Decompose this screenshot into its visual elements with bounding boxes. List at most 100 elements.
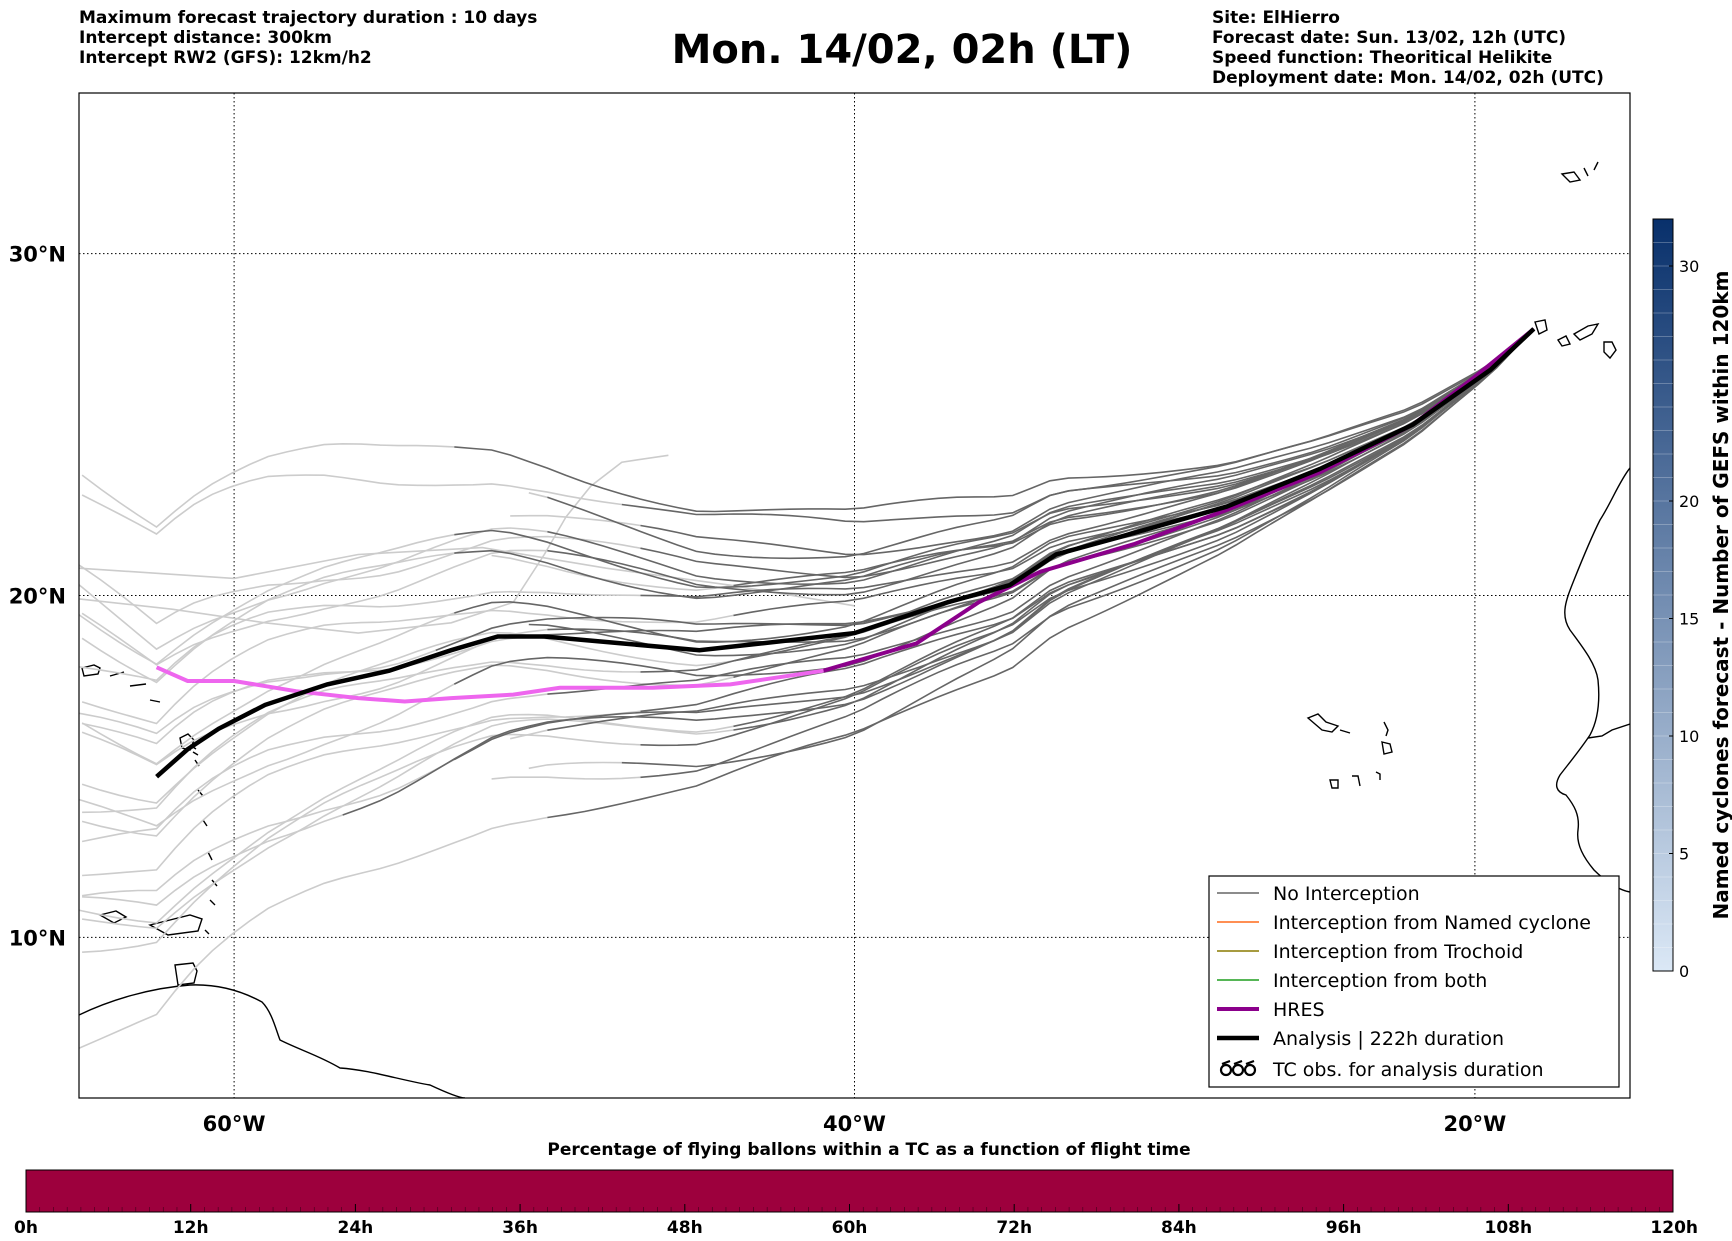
ensemble-track-faded (81, 552, 455, 684)
cbar-tick-label: 0 (1679, 962, 1689, 981)
ensemble-track-dark (547, 328, 1535, 560)
flight-colorbar-ticks: 0h 12h 24h 36h 48h 60h 72h 84h 96h 108h 120h (14, 1204, 1698, 1238)
lat-tick-label: 20°N (9, 585, 66, 609)
legend-item-both: Interception from both (1217, 970, 1487, 992)
ensemble-track-faded (79, 535, 641, 625)
ensemble-track-faded (81, 758, 455, 897)
page-title-wrap: Mon. 14/02, 02h (LT) (0, 26, 1732, 74)
flight-time-colorbar: Percentage of flying ballons within a TC… (14, 1140, 1698, 1238)
ensemble-track-dark (640, 328, 1535, 556)
legend-item-hres: HRES (1217, 999, 1325, 1021)
ensemble-track-dark (547, 328, 1535, 731)
ensemble-track-faded (79, 533, 455, 666)
lon-tick-label: 20°W (1443, 1112, 1506, 1136)
coast-puerto-rico (81, 664, 161, 703)
ensemble-track-dark (640, 328, 1535, 713)
ensemble-track-faded (81, 612, 455, 765)
cyclone-colorbar-bands (1653, 242, 1673, 948)
legend-box (1208, 875, 1620, 1088)
legend-label-both: Interception from both (1273, 970, 1487, 992)
flight-tick-label: 60h (832, 1218, 868, 1238)
ensemble-track-dark (454, 328, 1535, 513)
coast-africa (1555, 467, 1630, 893)
ensemble-track-faded (81, 664, 734, 837)
flight-colorbar-title: Percentage of flying ballons within a TC… (547, 1140, 1190, 1160)
flight-tick-label: 84h (1161, 1218, 1197, 1238)
ensemble-faded-tracks (79, 442, 855, 1050)
intercept-rw2-text: Intercept RW2 (GFS): 12km/h2 (79, 48, 372, 68)
flight-tick-label: 12h (173, 1218, 209, 1238)
legend-label-no-interception: No Interception (1273, 883, 1420, 905)
lon-tick-label: 60°W (203, 1112, 266, 1136)
ensemble-track-faded (79, 527, 548, 651)
tc-obs-symbol-icon (1219, 1059, 1257, 1077)
map-axis-labels: 60°W 40°W 20°W 30°N 20°N 10°N (9, 243, 1507, 1136)
cbar-tick-label: 10 (1679, 727, 1699, 746)
coast-madeira (1560, 161, 1599, 183)
legend-label-named-cyclone: Interception from Named cyclone (1273, 912, 1591, 934)
ensemble-track-faded (79, 683, 455, 827)
ensemble-track-dark (547, 328, 1535, 596)
ensemble-track-dark (733, 328, 1535, 587)
header-right-info: Site: ElHierro Forecast date: Sun. 13/02… (1212, 8, 1604, 88)
flight-tick-label: 120h (1650, 1218, 1698, 1238)
header-left-info: Maximum forecast trajectory duration : 1… (79, 8, 537, 68)
flight-tick-label: 36h (502, 1218, 538, 1238)
cbar-tick-label: 15 (1679, 610, 1699, 629)
ensemble-track-faded (81, 609, 734, 725)
ensemble-track-faded (81, 628, 548, 766)
site-text: Site: ElHierro (1212, 8, 1340, 28)
coast-africa-bight (1587, 723, 1630, 739)
ensemble-track-faded (82, 814, 343, 906)
legend-label-tc-obs: TC obs. for analysis duration (1272, 1059, 1544, 1081)
coast-south-america (79, 984, 466, 1098)
analysis-track-line (155, 327, 1536, 779)
flight-tick-label: 48h (667, 1218, 703, 1238)
legend-label-hres: HRES (1273, 999, 1325, 1021)
ensemble-track-faded (510, 729, 548, 740)
ensemble-track-faded (81, 474, 622, 535)
map-frame (78, 92, 1631, 1099)
ensemble-track-faded (82, 710, 641, 877)
flight-tick-label: 24h (338, 1218, 374, 1238)
ensemble-track-faded (528, 492, 548, 499)
legend-label-trochoid: Interception from Trochoid (1273, 941, 1523, 963)
hres-track-segment-extended (155, 665, 824, 704)
legend-label-analysis: Analysis | 222h duration (1273, 1028, 1504, 1050)
coast-cape-verde (1306, 713, 1393, 789)
ensemble-track-dark (621, 328, 1535, 768)
ensemble-track-faded (81, 631, 734, 804)
flight-tick-label: 96h (1326, 1218, 1362, 1238)
ensemble-track-faded (81, 635, 529, 745)
ensemble-track-dark (640, 328, 1535, 779)
cbar-tick-label: 5 (1679, 845, 1689, 864)
ensemble-track-faded (81, 549, 548, 666)
cbar-tick-label: 30 (1679, 257, 1699, 276)
ensemble-track-faded (79, 590, 641, 682)
ensemble-track-faded (81, 442, 455, 528)
ensemble-track-dark (454, 328, 1535, 600)
cyclone-colorbar-title: Named cyclones forecast - Number of GEFS… (1709, 271, 1732, 920)
cbar-tick-label: 20 (1679, 492, 1699, 511)
flight-tick-label: 108h (1485, 1218, 1533, 1238)
ensemble-track-faded (79, 816, 548, 1050)
coast-trinidad (174, 962, 198, 986)
ensemble-track-faded (491, 554, 734, 592)
deployment-date-text: Deployment date: Mon. 14/02, 02h (UTC) (1212, 68, 1604, 88)
legend-item-named-cyclone: Interception from Named cyclone (1217, 912, 1591, 934)
flight-tick-label: 72h (996, 1218, 1032, 1238)
ensemble-track-faded (82, 733, 641, 953)
ensemble-track-dark (733, 328, 1535, 617)
cyclone-colorbar-ticks: 0 5 10 15 20 30 (1669, 257, 1699, 981)
ensemble-track-faded (81, 693, 548, 843)
max-duration-text: Maximum forecast trajectory duration : 1… (79, 8, 538, 28)
flight-tick-label: 0h (14, 1218, 38, 1238)
legend-item-trochoid: Interception from Trochoid (1217, 941, 1523, 963)
lat-tick-label: 10°N (9, 926, 66, 950)
legend-item-tc-obs: TC obs. for analysis duration (1219, 1059, 1544, 1081)
ensemble-track-faded (79, 546, 855, 607)
cyclone-colorbar: 0 5 10 15 20 30 Named cyclones forecast - Num… (1652, 218, 1732, 981)
ensemble-track-dark (547, 328, 1535, 819)
intercept-distance-text: Intercept distance: 300km (79, 28, 332, 48)
analysis-track (155, 327, 1536, 779)
